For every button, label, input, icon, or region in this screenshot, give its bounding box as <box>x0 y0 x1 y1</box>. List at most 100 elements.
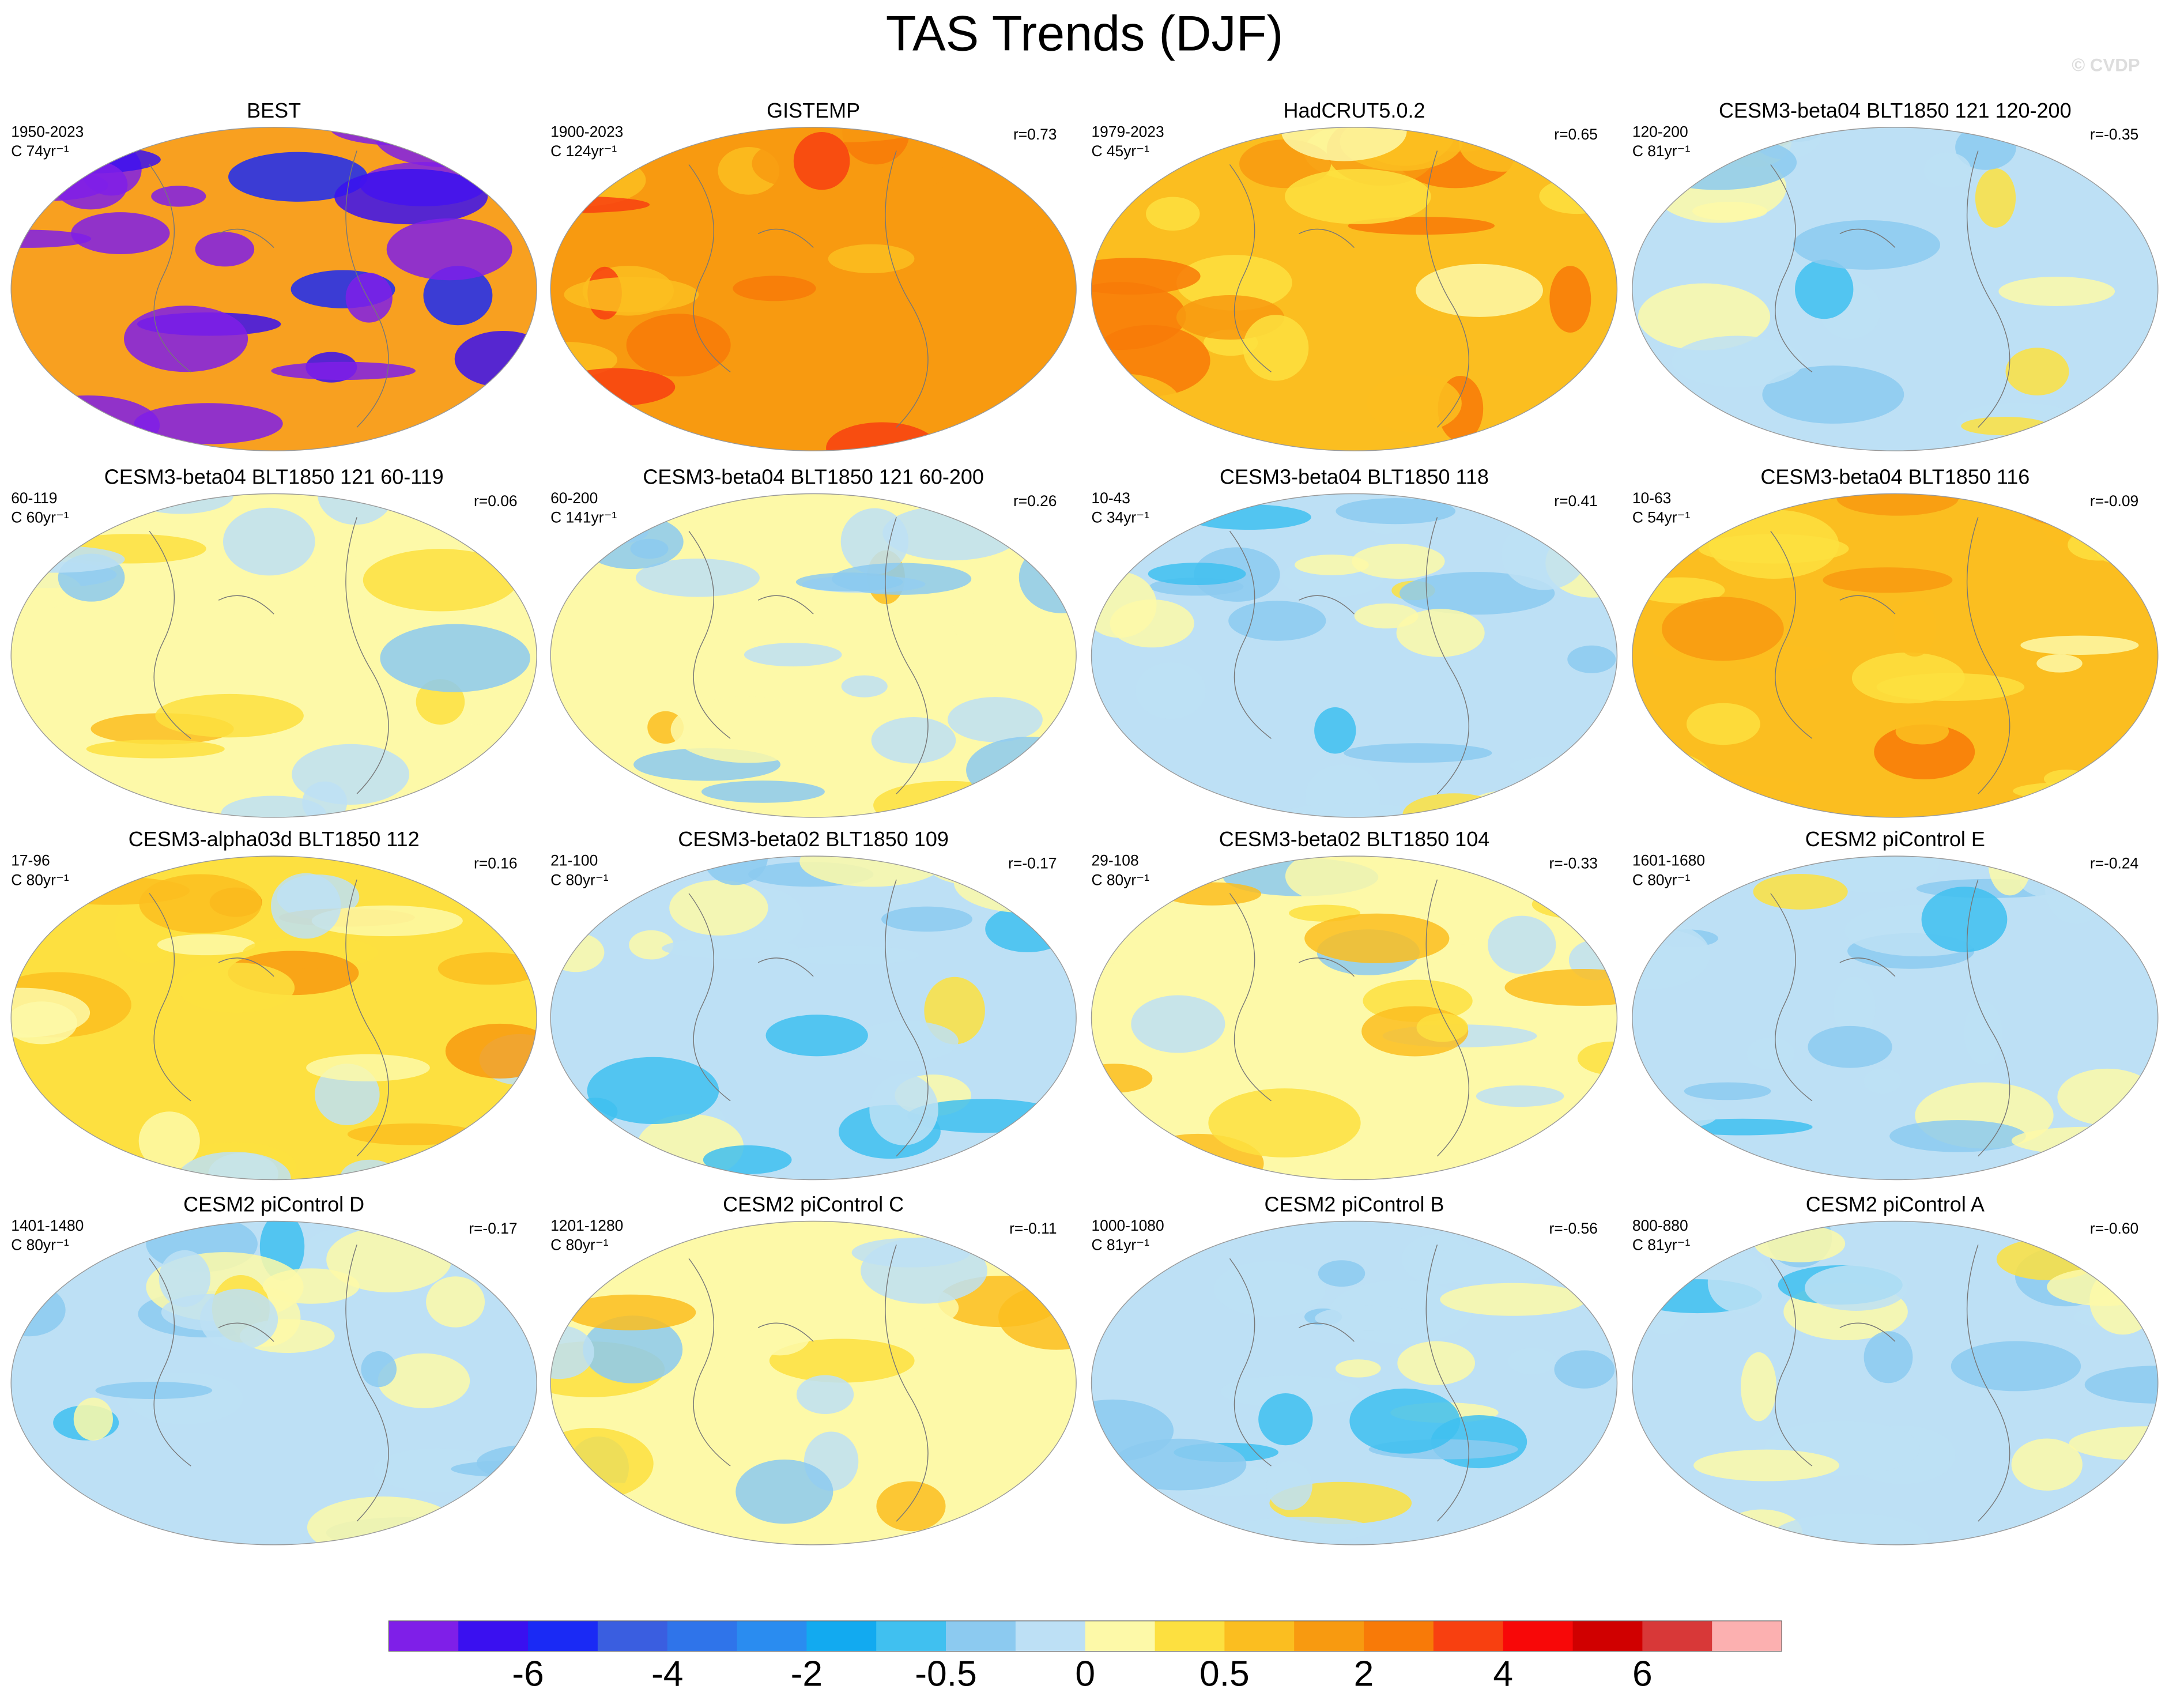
anomaly-region <box>1686 703 1760 745</box>
period: 1950-2023 <box>11 123 84 140</box>
anomaly-region <box>1040 1457 1077 1508</box>
anomaly-region <box>828 244 915 274</box>
anomaly-region <box>470 1121 522 1160</box>
anomaly-region <box>1632 747 1712 810</box>
period: 1401-1480 <box>11 1217 84 1234</box>
anomaly-region <box>1632 1510 1699 1545</box>
anomaly-region <box>1266 1461 1312 1510</box>
anomaly-region <box>1889 1120 2026 1152</box>
anomaly-region <box>998 1284 1077 1350</box>
anomaly-region <box>1864 1331 1913 1383</box>
pattern-correlation: r=0.06 <box>474 492 518 510</box>
anomaly-region <box>222 507 315 576</box>
pattern-correlation: r=-0.60 <box>2090 1220 2138 1237</box>
coastline <box>1229 879 1469 1157</box>
anomaly-region <box>876 1481 946 1532</box>
anomaly-region <box>854 1020 959 1062</box>
record-length: C 80yr⁻¹ <box>11 1236 69 1254</box>
anomaly-region <box>396 724 537 788</box>
period: 10-63 <box>1632 489 1671 507</box>
anomaly-region <box>587 1057 719 1124</box>
anomaly-region <box>1762 365 1904 424</box>
map <box>550 1221 1077 1545</box>
anomaly-region <box>2013 782 2119 800</box>
anomaly-region <box>550 933 605 972</box>
anomaly-region <box>221 795 326 817</box>
anomaly-region <box>86 740 225 759</box>
anomaly-region <box>1501 519 1587 590</box>
panel-title: CESM3-beta02 BLT1850 104 <box>1219 827 1490 851</box>
coastline <box>688 517 929 794</box>
anomaly-region <box>1416 263 1543 317</box>
map <box>1091 856 1617 1180</box>
coastline <box>688 1245 929 1522</box>
record-length: C 54yr⁻¹ <box>1632 509 1691 526</box>
anomaly-region <box>560 1483 669 1544</box>
anomaly-region <box>374 127 518 168</box>
anomaly-region <box>495 134 537 206</box>
anomaly-region <box>378 1353 470 1408</box>
map <box>550 856 1077 1180</box>
map-outline <box>1632 127 2159 451</box>
colorbar-box <box>876 1620 946 1652</box>
anomaly-region <box>778 945 919 965</box>
anomaly-region <box>1549 266 1591 333</box>
coastline <box>149 879 389 1157</box>
anomaly-region <box>195 232 255 267</box>
colorbar-box <box>946 1620 1016 1652</box>
anomaly-region <box>799 856 945 887</box>
map-outline <box>550 127 1077 451</box>
record-length: C 80yr⁻¹ <box>1091 871 1149 888</box>
coastline <box>1770 150 2010 428</box>
anomaly-region <box>1367 374 1462 432</box>
map-outline <box>10 1220 537 1545</box>
colorbar-box <box>1503 1620 1574 1652</box>
map <box>1632 1221 2158 1545</box>
coastline <box>1229 150 1469 428</box>
anomaly-region <box>302 781 348 817</box>
map-panel: HadCRUT5.0.2 1979-2023 C 45yr⁻¹ r=0.65 <box>1091 99 1618 451</box>
anomaly-region <box>1091 374 1180 430</box>
period: 60-119 <box>11 489 57 507</box>
map-outline <box>10 493 537 818</box>
anomaly-region <box>54 160 128 210</box>
anomaly-region <box>765 1015 868 1057</box>
anomaly-region <box>630 538 669 559</box>
figure-title: TAS Trends (DJF) <box>886 6 1284 62</box>
anomaly-region <box>1921 887 2008 952</box>
anomaly-region <box>124 306 248 372</box>
anomaly-region <box>917 173 1046 244</box>
anomaly-region <box>1213 1261 1326 1317</box>
map-outline <box>1632 855 2159 1181</box>
anomaly-region <box>454 330 537 387</box>
anomaly-region <box>2118 876 2158 919</box>
colorbar-box <box>528 1620 598 1652</box>
anomaly-region <box>228 152 368 202</box>
anomaly-region <box>1795 259 1854 319</box>
map-panel: CESM2 piControl E 1601-1680 C 80yr⁻¹ r=-0.2… <box>1632 827 2159 1181</box>
anomaly-region <box>2111 546 2158 583</box>
anomaly-region <box>271 361 416 380</box>
anomaly-region <box>966 737 1077 804</box>
anomaly-region <box>1148 563 1246 585</box>
anomaly-region <box>1741 1352 1777 1422</box>
anomaly-region <box>749 1315 810 1356</box>
anomaly-region <box>1163 882 1262 906</box>
anomaly-region <box>1091 571 1157 638</box>
map-outline <box>10 855 537 1181</box>
anomaly-region <box>1400 572 1555 615</box>
anomaly-region <box>1440 1283 1586 1316</box>
period: 21-100 <box>550 852 598 869</box>
anomaly-region <box>1336 498 1456 525</box>
anomaly-region <box>451 1460 537 1478</box>
anomaly-region <box>1281 127 1407 161</box>
anomaly-region <box>1233 1517 1373 1543</box>
panel-title: CESM3-beta04 BLT1850 116 <box>1760 465 2030 489</box>
anomaly-region <box>1476 1085 1564 1107</box>
record-length: C 74yr⁻¹ <box>11 142 69 160</box>
pattern-correlation: r=-0.09 <box>2090 492 2138 510</box>
panel-title: CESM2 piControl A <box>1806 1193 1985 1216</box>
panel-title: CESM3-beta02 BLT1850 109 <box>678 827 949 851</box>
anomaly-region <box>2020 635 2139 655</box>
record-length: C 81yr⁻¹ <box>1632 1236 1691 1254</box>
